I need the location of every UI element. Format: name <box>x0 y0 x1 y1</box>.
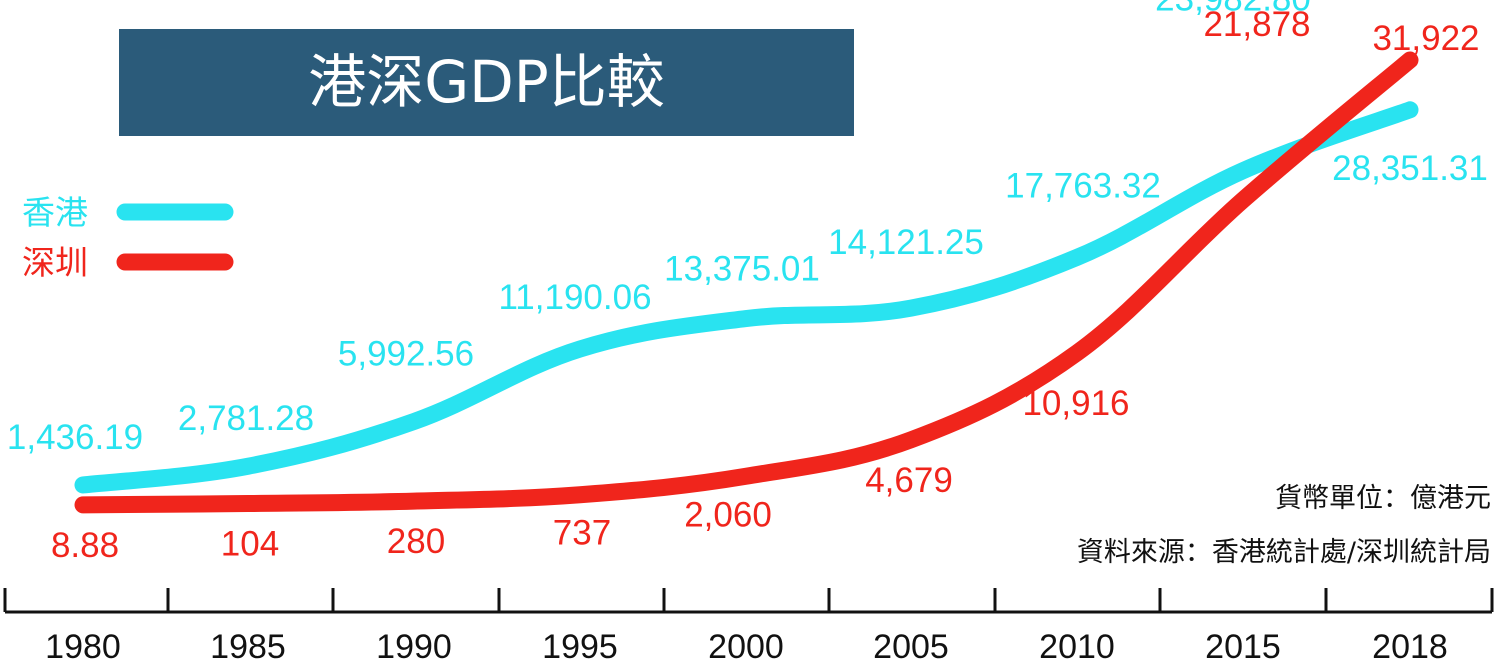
x-tick-label: 2018 <box>1372 628 1448 666</box>
x-tick-label: 2010 <box>1039 628 1115 666</box>
data-label: 14,121.25 <box>828 223 984 262</box>
unit-note: 貨幣單位：億港元 <box>1275 483 1491 514</box>
data-label: 737 <box>553 514 611 553</box>
data-label: 28,351.31 <box>1332 149 1488 188</box>
data-label: 2,781.28 <box>178 399 314 438</box>
data-label: 104 <box>221 525 279 564</box>
x-tick-label: 2015 <box>1205 628 1281 666</box>
data-label: 10,916 <box>1022 384 1129 423</box>
source-note: 資料來源：香港統計處/深圳統計局 <box>1076 537 1491 568</box>
x-tick-label: 1995 <box>542 628 618 666</box>
data-label: 8.88 <box>51 526 119 565</box>
x-tick-label: 1985 <box>210 628 286 666</box>
data-label: 280 <box>387 522 445 561</box>
legend-label: 香港 <box>22 193 88 232</box>
series-line-hongkong <box>74 101 1419 494</box>
data-label: 4,679 <box>865 461 953 500</box>
legend-label: 深圳 <box>22 243 88 282</box>
data-label: 11,190.06 <box>498 278 651 317</box>
data-label: 2,060 <box>684 495 772 534</box>
x-tick-label: 2000 <box>708 628 784 666</box>
data-label: 31,922 <box>1372 19 1479 58</box>
data-label: 13,375.01 <box>664 250 820 289</box>
data-label: 21,878 <box>1203 5 1310 44</box>
data-label: 23,982.80 <box>1155 0 1311 19</box>
data-label: 17,763.32 <box>1005 166 1161 205</box>
data-label: 1,436.19 <box>7 418 143 457</box>
chart-title: 港深GDP比較 <box>119 29 854 136</box>
x-tick-label: 1980 <box>45 628 121 666</box>
x-tick-label: 1990 <box>376 628 452 666</box>
x-tick-label: 2005 <box>873 628 949 666</box>
series-line-shenzhen <box>74 51 1419 514</box>
data-label: 5,992.56 <box>338 334 474 373</box>
